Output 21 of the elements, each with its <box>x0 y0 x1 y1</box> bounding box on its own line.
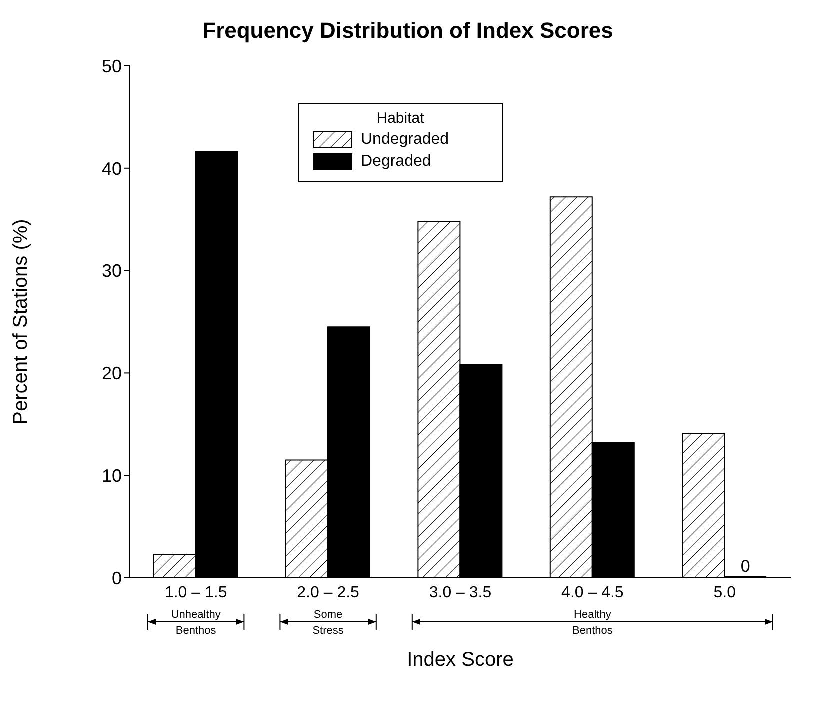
chart-title: Frequency Distribution of Index Scores <box>202 18 614 44</box>
legend-label: Undegraded <box>361 131 450 149</box>
text: Healthy Benthos <box>572 609 614 637</box>
y-tick-label: 10 <box>102 466 122 486</box>
y-tick-label: 50 <box>102 56 122 76</box>
y-axis-title: Percent of Stations (%) <box>10 219 32 425</box>
x-tick-label: 5.0 <box>714 584 736 602</box>
y-tick-label: 0 <box>112 568 122 588</box>
x-tick-label: 1.0 – 1.5 <box>164 584 228 602</box>
x-axis-title: Index Score <box>407 649 514 671</box>
data-label: 0 <box>740 557 750 576</box>
legend-label: Degraded <box>361 153 432 171</box>
y-tick-label: 20 <box>102 364 122 384</box>
x-tick-label: 4.0 – 4.5 <box>562 584 624 602</box>
x-tick-label: 3.0 – 3.5 <box>429 584 492 602</box>
text: Some Stress <box>312 609 344 637</box>
y-tick-label: 30 <box>102 261 122 282</box>
legend-title: Habitat <box>376 110 426 127</box>
y-tick-label: 40 <box>102 158 122 179</box>
x-tick-label: 2.0 – 2.5 <box>297 584 360 602</box>
text: Unhealthy Benthos <box>171 609 222 637</box>
